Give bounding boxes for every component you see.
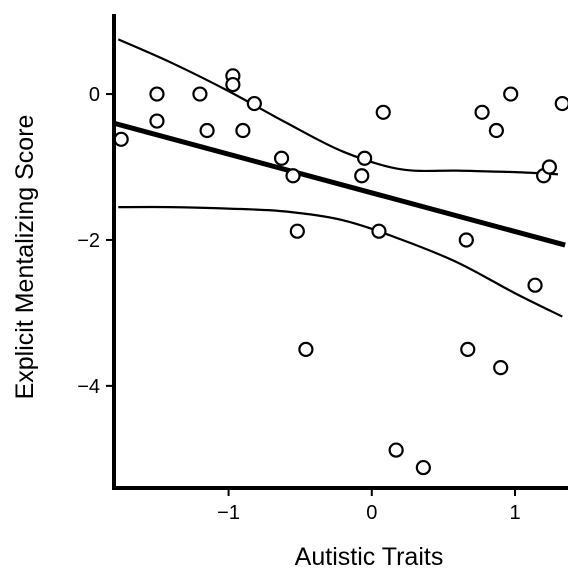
data-point-1 — [115, 133, 128, 146]
data-point-5 — [201, 124, 214, 137]
data-point-21 — [461, 343, 474, 356]
data-point-12 — [291, 225, 304, 238]
data-point-13 — [299, 343, 312, 356]
data-point-23 — [490, 124, 503, 137]
data-point-17 — [377, 106, 390, 119]
data-point-29 — [556, 97, 568, 110]
data-point-15 — [355, 169, 368, 182]
data-point-3 — [150, 115, 163, 128]
data-point-20 — [460, 233, 473, 246]
x-axis-label: Autistic Traits — [295, 543, 444, 571]
data-point-4 — [193, 88, 206, 101]
data-point-19 — [417, 461, 430, 474]
upper-confidence-band — [118, 39, 558, 174]
x-tick-label-0: −1 — [217, 502, 240, 524]
data-point-14 — [358, 152, 371, 165]
data-point-28 — [543, 161, 556, 174]
y-axis-label: Explicit Mentalizing Score — [11, 115, 39, 400]
data-point-24 — [494, 361, 507, 374]
data-point-7 — [226, 78, 239, 91]
regression-line — [114, 123, 565, 245]
data-point-22 — [476, 106, 489, 119]
data-point-8 — [236, 124, 249, 137]
data-points — [115, 69, 568, 474]
data-point-11 — [287, 169, 300, 182]
lower-confidence-band — [118, 207, 562, 317]
data-point-18 — [390, 444, 403, 457]
confidence-bands — [118, 39, 562, 316]
regression-line-group — [114, 123, 565, 245]
data-point-10 — [275, 152, 288, 165]
y-tick-label-0: 0 — [89, 84, 100, 106]
data-point-16 — [372, 225, 385, 238]
data-point-25 — [504, 88, 517, 101]
data-point-2 — [150, 88, 163, 101]
y-tick-label-1: −2 — [77, 230, 100, 252]
x-tick-label-1: 0 — [366, 502, 377, 524]
data-point-26 — [529, 279, 542, 292]
y-tick-label-2: −4 — [77, 376, 100, 398]
x-tick-label-2: 1 — [509, 502, 520, 524]
data-point-9 — [248, 97, 261, 110]
